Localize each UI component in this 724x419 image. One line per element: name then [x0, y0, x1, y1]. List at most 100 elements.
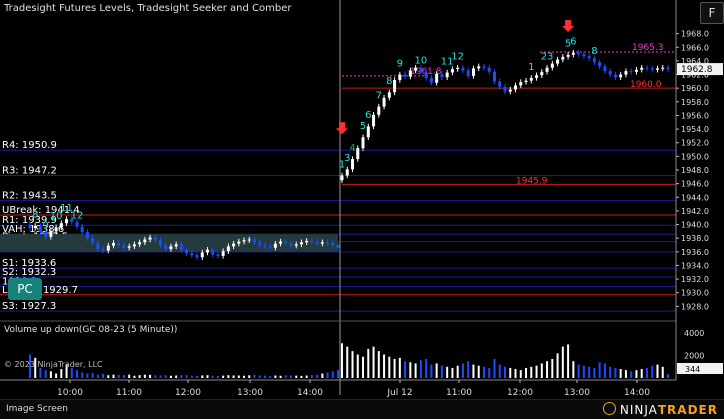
candle-body [44, 232, 48, 237]
last-volume-label: 344 [685, 365, 700, 374]
candle-body [466, 70, 470, 76]
candle-body [377, 106, 381, 115]
volume-bar [651, 365, 654, 378]
volume-bar [201, 375, 204, 378]
volume-bar [258, 375, 261, 378]
candle-body [49, 231, 53, 237]
last-volume-box [677, 363, 723, 374]
candle-body [117, 242, 121, 245]
seeker-count: 8 [386, 76, 392, 87]
volume-bar [525, 367, 528, 378]
candle-body [179, 244, 183, 250]
candle-body [661, 67, 665, 69]
time-tick-label: 11:00 [446, 388, 472, 398]
price-candles [28, 50, 670, 260]
price-tick-label: 1966.0 [681, 43, 709, 52]
last-price-label: 1962.8 [681, 65, 713, 75]
candle-body [242, 240, 246, 242]
level-label: R3: 1947.2 [2, 165, 57, 176]
volume-bar [440, 365, 443, 378]
volume-bar [149, 374, 152, 378]
candle-body [456, 67, 460, 70]
candle-body [372, 114, 376, 127]
candle-body [387, 92, 391, 98]
value-area-box [0, 234, 338, 252]
volume-bar [341, 343, 343, 378]
volume-bar [561, 346, 564, 378]
pc-button[interactable]: PC [8, 278, 42, 300]
volume-bar [609, 366, 612, 378]
candle-body [138, 242, 142, 245]
candle-body [263, 245, 267, 247]
seeker-count: 5 [565, 39, 571, 50]
time-axis[interactable]: 10:00 11:00 12:00 13:00 14:00 Jul 12 11:00 12:0… [0, 379, 676, 398]
candle-body [205, 249, 209, 253]
f-button[interactable]: F [700, 2, 724, 24]
seeker-count: 11 [60, 203, 73, 214]
volume-bar [409, 362, 412, 378]
candle-body [59, 223, 63, 228]
candle-body [96, 242, 100, 250]
price-tick-label: 1942.0 [681, 207, 709, 216]
volume-bar [493, 358, 496, 378]
volume-bar [122, 375, 125, 378]
candle-body [284, 241, 288, 243]
candle-body [85, 232, 89, 239]
volume-bar [372, 346, 375, 378]
seeker-count: 1 [339, 159, 345, 170]
volume-bar [567, 344, 570, 378]
volume-bar [540, 363, 543, 378]
candle-body [645, 67, 649, 69]
candle-body [571, 52, 575, 55]
volume-bar [356, 354, 359, 378]
volume-bar [180, 375, 183, 378]
volume-bar [269, 375, 272, 378]
volume-bar [404, 361, 407, 378]
price-tick-label: 1956.0 [681, 111, 709, 120]
time-tick-label: 13:00 [564, 388, 590, 398]
candle-body [273, 243, 277, 248]
volume-bar [34, 357, 37, 378]
volume-bar [488, 367, 491, 378]
volume-bar [519, 370, 522, 378]
seeker-count: 3 [344, 153, 350, 164]
seeker-count: 12 [71, 210, 84, 221]
volume-bar [467, 361, 470, 378]
volume-bar [398, 357, 401, 378]
volume-bar [598, 362, 601, 378]
candle-body [299, 242, 303, 245]
candle-body [471, 68, 475, 76]
time-tick-label: 13:00 [237, 388, 263, 398]
candle-body [440, 73, 444, 78]
volume-bar [337, 370, 339, 378]
price-tick-label: 1952.0 [681, 139, 709, 148]
volume-bar [614, 367, 617, 378]
candle-body [268, 246, 272, 248]
volume-bar [383, 354, 386, 378]
volume-bar [556, 353, 559, 378]
price-axis[interactable]: 1968.01966.01964.01962.01960.01958.01956… [0, 0, 724, 399]
candle-body [200, 252, 204, 258]
candle-body [629, 71, 633, 73]
price-tick-label: 1940.0 [681, 221, 709, 230]
candle-body [91, 238, 95, 243]
candle-body [445, 72, 449, 78]
candle-body [247, 239, 251, 241]
volume-bar [159, 375, 162, 378]
candle-body [640, 67, 644, 70]
volume-bar [630, 371, 633, 378]
seeker-count: 4 [349, 143, 355, 154]
candle-body [556, 59, 560, 64]
volume-bar [133, 375, 136, 378]
seeker-count: 9 [397, 58, 403, 69]
volume-tick-label: 2000 [684, 352, 704, 361]
candle-body [577, 52, 581, 55]
copyright-text: © 2023 NinjaTrader, LLC [4, 360, 103, 369]
time-tick-label: Jul 12 [386, 388, 412, 398]
candle-body [592, 58, 596, 63]
candle-body [226, 246, 230, 252]
candle-body [320, 242, 324, 244]
